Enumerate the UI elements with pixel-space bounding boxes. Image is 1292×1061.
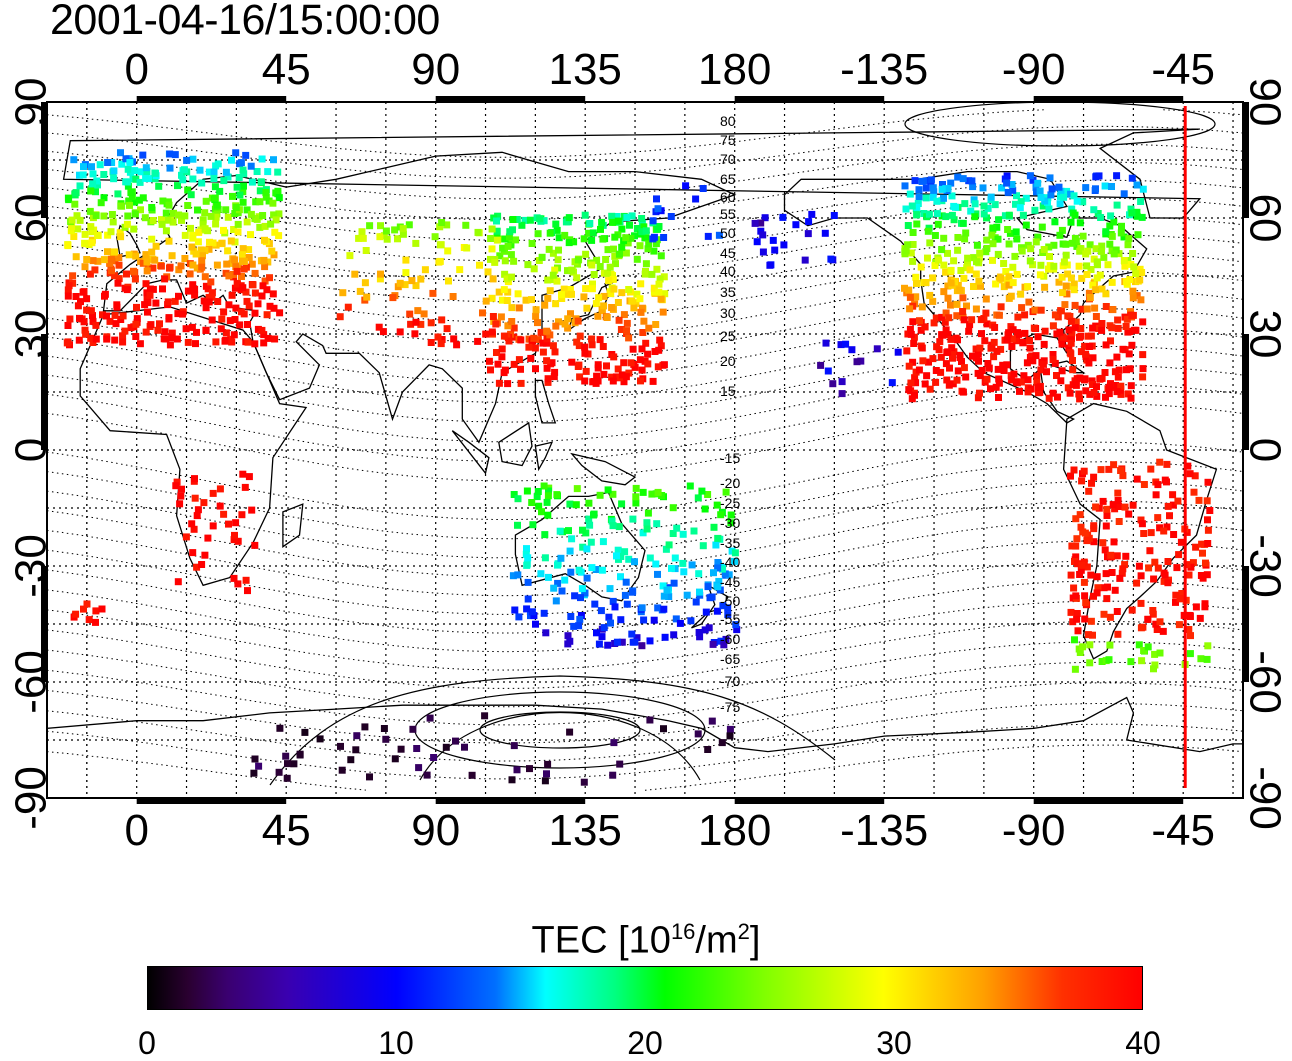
tec-data-points	[63, 149, 1214, 786]
svg-text:60: 60	[720, 189, 736, 205]
svg-text:30: 30	[7, 310, 56, 359]
svg-text:0: 0	[124, 806, 148, 855]
svg-text:-50: -50	[720, 593, 740, 609]
svg-text:60: 60	[7, 194, 56, 243]
svg-text:70: 70	[720, 151, 736, 167]
svg-text:75: 75	[720, 132, 736, 148]
colorbar-tick-label: 0	[138, 1025, 156, 1061]
colorbar-tick-label: 20	[627, 1025, 663, 1061]
svg-text:180: 180	[698, 45, 771, 94]
latitude-labels-right: 90 60 30 0 -30 -60 -90	[1240, 78, 1289, 830]
svg-text:35: 35	[720, 284, 736, 300]
svg-text:45: 45	[262, 806, 311, 855]
tec-map: 8075706560555045403530252015-15-20-25-30…	[7, 45, 1290, 855]
svg-text:-90: -90	[1002, 45, 1066, 94]
frame-ticks	[41, 96, 1249, 804]
svg-text:-60: -60	[1240, 650, 1289, 714]
svg-text:0: 0	[124, 45, 148, 94]
svg-text:-70: -70	[720, 673, 740, 689]
svg-text:-30: -30	[7, 534, 56, 598]
svg-text:-90: -90	[7, 766, 56, 830]
svg-text:180: 180	[698, 806, 771, 855]
svg-text:-60: -60	[720, 631, 740, 647]
svg-text:50: 50	[720, 225, 736, 241]
latitude-labels-left: 90 60 30 0 -30 -60 -90	[7, 78, 56, 830]
svg-text:-45: -45	[1151, 45, 1215, 94]
svg-text:-45: -45	[1151, 806, 1215, 855]
svg-text:25: 25	[720, 328, 736, 344]
svg-text:-90: -90	[1002, 806, 1066, 855]
svg-text:-20: -20	[720, 475, 740, 491]
svg-text:80: 80	[720, 113, 736, 129]
colorbar-title: TEC [1016/m2]	[531, 919, 761, 962]
longitude-labels-bottom: 0 45 90 135 180 -135 -90 -45	[124, 806, 1215, 855]
colorbar-tick-label: 10	[378, 1025, 414, 1061]
svg-text:-135: -135	[840, 45, 928, 94]
svg-text:45: 45	[720, 245, 736, 261]
svg-text:30: 30	[1240, 310, 1289, 359]
svg-text:-25: -25	[720, 495, 740, 511]
svg-text:90: 90	[1240, 78, 1289, 127]
svg-text:-60: -60	[7, 650, 56, 714]
svg-text:135: 135	[548, 806, 621, 855]
svg-text:90: 90	[411, 45, 460, 94]
svg-text:135: 135	[548, 45, 621, 94]
svg-text:-30: -30	[720, 515, 740, 531]
svg-text:90: 90	[7, 78, 56, 127]
colorbar-tick-label: 40	[1125, 1025, 1161, 1061]
svg-text:45: 45	[262, 45, 311, 94]
svg-text:90: 90	[411, 806, 460, 855]
svg-text:-90: -90	[1240, 766, 1289, 830]
svg-text:55: 55	[720, 206, 736, 222]
svg-text:-40: -40	[720, 554, 740, 570]
svg-text:-75: -75	[720, 699, 740, 715]
tec-colorbar	[147, 966, 1143, 1010]
svg-text:-55: -55	[720, 611, 740, 627]
svg-text:15: 15	[720, 383, 736, 399]
svg-text:60: 60	[1240, 194, 1289, 243]
map-title: 2001-04-16/15:00:00	[50, 0, 440, 44]
svg-text:65: 65	[720, 171, 736, 187]
svg-text:-15: -15	[720, 450, 740, 466]
svg-text:-30: -30	[1240, 534, 1289, 598]
svg-text:-45: -45	[720, 574, 740, 590]
svg-text:0: 0	[7, 438, 56, 462]
svg-text:-65: -65	[720, 651, 740, 667]
longitude-labels-top: 0 45 90 135 180 -135 -90 -45	[124, 45, 1215, 94]
svg-text:40: 40	[720, 263, 736, 279]
svg-text:-135: -135	[840, 806, 928, 855]
svg-text:0: 0	[1240, 438, 1289, 462]
svg-text:20: 20	[720, 353, 736, 369]
svg-text:30: 30	[720, 305, 736, 321]
colorbar-tick-label: 30	[876, 1025, 912, 1061]
svg-text:-35: -35	[720, 535, 740, 551]
